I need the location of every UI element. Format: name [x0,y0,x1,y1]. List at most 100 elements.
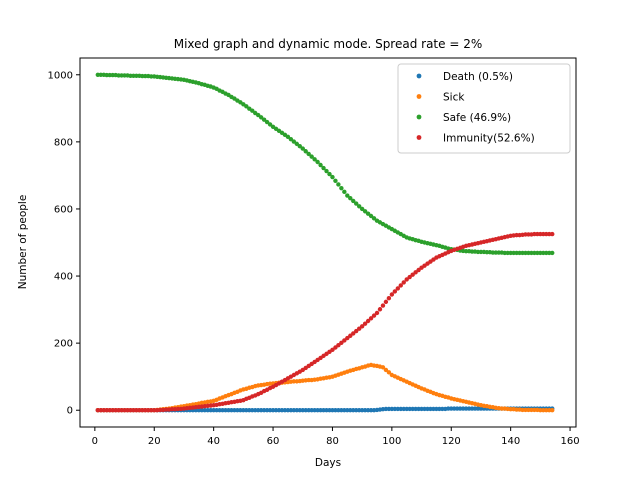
data-point [339,185,344,191]
y-tick-label: 1000 [48,70,73,81]
data-point [383,299,389,305]
data-point [386,295,392,301]
data-point [342,189,347,195]
data-point [354,201,359,206]
y-axis-label: Number of people [17,195,29,290]
legend-marker [416,94,422,99]
data-point [336,342,341,348]
data-point [342,338,347,343]
data-point [306,151,311,157]
data-point [354,328,359,334]
legend-marker [416,135,422,140]
legend-label: Sick [443,92,465,104]
data-point [398,283,403,288]
x-tick-label: 160 [561,436,580,447]
x-tick-label: 60 [267,436,280,447]
legend-box [397,63,571,154]
legend: Death (0.5%) Sick Safe (46.9%) Immunity(52.… [397,63,571,154]
data-point [407,274,412,280]
data-point [401,280,406,285]
x-axis-label: Days [315,457,341,469]
x-tick-label: 20 [148,436,161,447]
data-point [312,157,317,162]
data-point [389,292,395,297]
data-point [356,326,362,331]
data-point [359,206,365,212]
data-point [356,204,362,209]
series-3 [95,231,555,413]
y-tick-label: 800 [54,137,73,148]
data-point [371,216,377,221]
legend-marker [416,73,422,79]
x-tick-label: 40 [207,436,220,447]
data-point [261,117,267,122]
legend-label: Safe (46.9%) [443,112,511,124]
data-point [550,231,555,237]
x-tick-label: 120 [442,436,461,447]
y-tick-label: 200 [54,339,73,350]
legend-label: Immunity(52.6%) [443,133,535,145]
data-point [333,345,338,350]
data-point [256,112,261,118]
data-point [348,333,353,338]
data-point [330,174,335,180]
data-point [362,321,368,326]
data-point [386,370,392,375]
data-point [395,286,400,291]
data-point [362,209,368,214]
data-point [267,122,273,127]
data-point [410,272,415,277]
data-point [351,198,356,204]
data-point [404,277,409,282]
data-point [309,154,314,159]
data-point [413,270,418,275]
data-point [365,211,371,216]
data-point [297,144,302,149]
data-point [380,303,386,308]
data-point [333,178,338,183]
x-tick-label: 0 [92,436,98,447]
y-tick-label: 400 [54,272,73,283]
data-point [285,134,291,140]
data-point [416,267,421,273]
axis-ticks: 0 20 40 60 80 100 120 140 160 0 200 400 600 800 1000 [48,70,580,447]
data-point [368,316,374,321]
data-point [318,162,323,168]
x-tick-label: 100 [382,436,401,447]
data-point [550,408,555,413]
data-point [345,193,350,198]
data-point [244,104,249,109]
data-point [321,165,326,171]
data-point [303,149,308,154]
data-point [315,159,320,165]
data-point [339,340,344,345]
data-point [288,136,294,142]
data-point [392,289,398,294]
data-point [330,347,335,353]
data-point [250,108,255,113]
data-point [383,367,389,373]
data-point [351,331,356,336]
data-point [380,365,386,370]
data-point [374,310,380,316]
data-point [377,307,383,312]
y-tick-label: 0 [67,406,73,417]
data-point [258,115,264,120]
x-tick-label: 80 [326,436,339,447]
data-point [324,168,329,174]
data-point [371,313,377,318]
data-point [345,335,350,341]
x-tick-label: 140 [501,436,520,447]
data-point [291,139,297,144]
data-point [264,119,270,125]
data-point [359,324,365,329]
y-tick-label: 600 [54,204,73,215]
data-point [365,318,371,324]
data-point [550,250,555,256]
legend-label: Death (0.5%) [443,71,513,83]
data-point [368,213,374,219]
data-point [336,182,341,187]
plot-frame [79,57,577,428]
data-point [348,196,353,201]
